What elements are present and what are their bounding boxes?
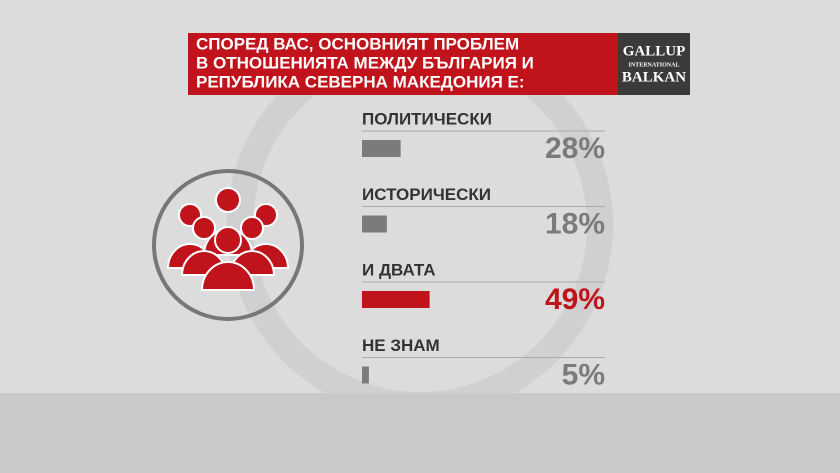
logo-text: INTERNATIONAL: [629, 62, 680, 68]
logo-box: [618, 33, 690, 95]
bar: [362, 140, 401, 157]
bar: [362, 291, 430, 308]
value-label: 5%: [562, 358, 605, 391]
title-line: СПОРЕД ВАС, ОСНОВНИЯТ ПРОБЛЕМ: [196, 34, 519, 53]
title-box: [188, 33, 618, 95]
people-icon: [152, 169, 304, 321]
category-label: НЕ ЗНАМ: [362, 336, 440, 355]
title-line: РЕПУБЛИКА СЕВЕРНА МАКЕДОНИЯ Е:: [196, 72, 525, 91]
bar: [362, 215, 387, 233]
category-label: ПОЛИТИЧЕСКИ: [362, 109, 492, 128]
value-label: 18%: [545, 207, 605, 240]
category-label: ИСТОРИЧЕСКИ: [362, 185, 491, 204]
logo-text: GALLUP: [623, 43, 686, 59]
value-label: 49%: [545, 283, 605, 316]
value-label: 28%: [545, 132, 605, 165]
bottom-band: [0, 393, 840, 473]
category-label: И ДВАТА: [362, 260, 436, 279]
bar: [362, 366, 369, 384]
title-line: В ОТНОШЕНИЯТА МЕЖДУ БЪЛГАРИЯ И: [196, 53, 534, 72]
logo-text: BALKAN: [622, 69, 686, 85]
